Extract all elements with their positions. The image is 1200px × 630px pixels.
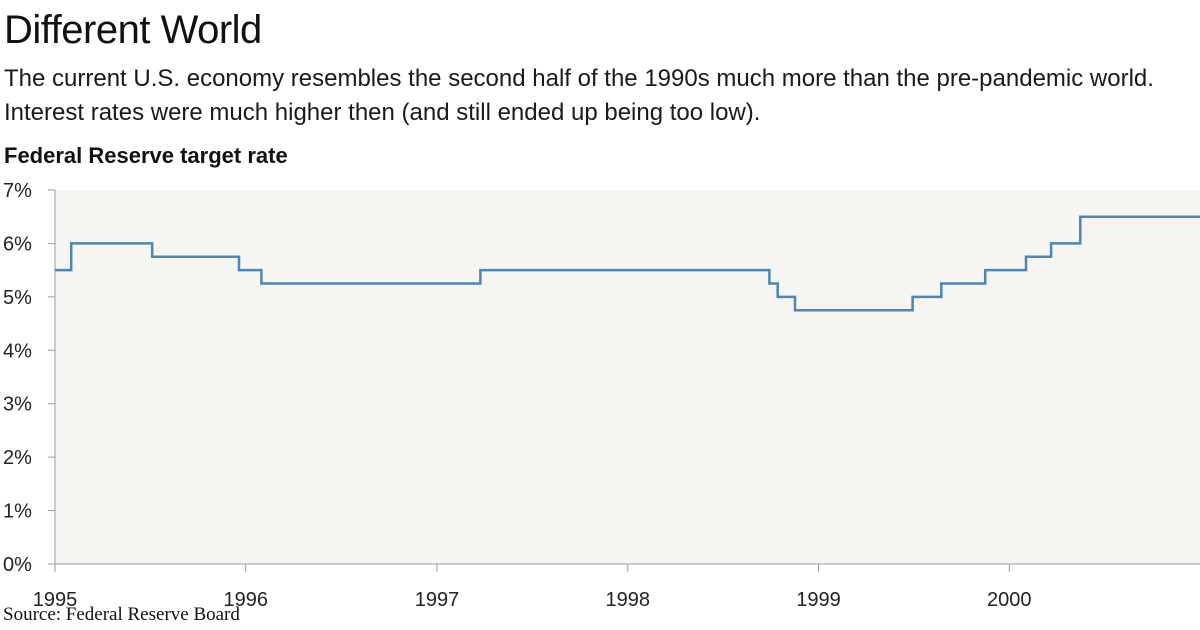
y-tick-label: 2% <box>3 447 32 469</box>
x-tick-label: 1999 <box>796 589 841 611</box>
x-axis: 1995 1996 1997 1998 1999 2000 <box>33 563 1200 611</box>
y-tick-label: 4% <box>3 340 32 362</box>
y-axis-label: Federal Reserve target rate <box>4 143 288 168</box>
source-note: Source: Federal Reserve Board <box>3 604 240 625</box>
x-tick-label: 1995 <box>33 589 78 611</box>
y-tick-label: 7% <box>3 180 32 202</box>
y-tick-label: 0% <box>3 554 32 576</box>
y-tick-label: 1% <box>3 501 32 523</box>
y-tick-label: 6% <box>3 233 32 255</box>
x-tick-label: 1997 <box>415 589 460 611</box>
plot-area <box>55 190 1200 564</box>
y-axis: 0% 1% 2% 3% 4% 5% 6% 7% <box>3 180 56 576</box>
chart-title: Different World <box>4 8 262 52</box>
chart-subtitle: The current U.S. economy resembles the s… <box>4 65 1154 126</box>
x-tick-label: 1996 <box>223 589 268 611</box>
x-tick-label: 2000 <box>987 589 1032 611</box>
x-tick-label: 1998 <box>606 589 651 611</box>
y-tick-label: 5% <box>3 287 32 309</box>
series-line-target-rate <box>55 215 1200 312</box>
y-tick-label: 3% <box>3 394 32 416</box>
